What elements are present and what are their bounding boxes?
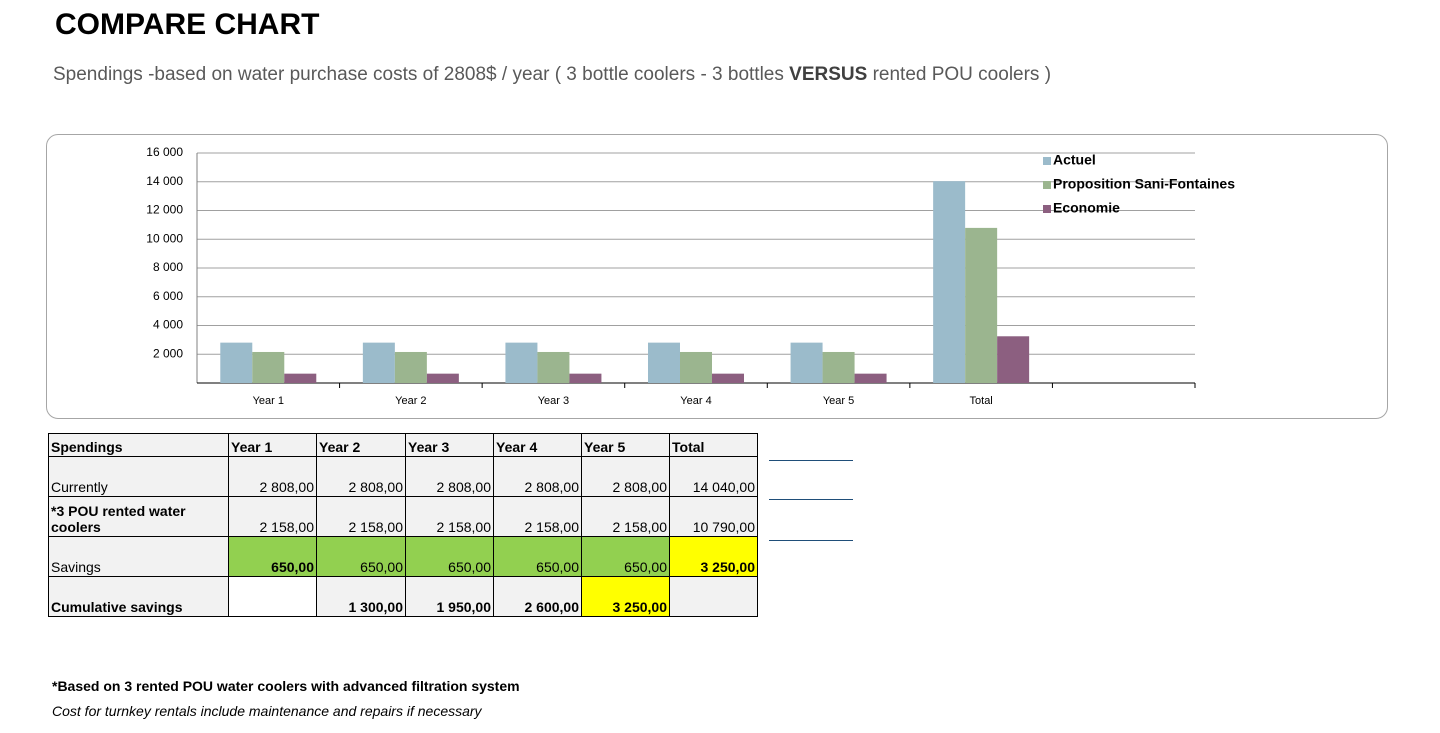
y-tick-label: 6 000 [153,289,183,303]
table-cell: 2 808,00 [228,456,317,497]
table-cell: *3 POU rented water coolers [48,496,229,537]
table-row: Savings 650,00 650,00 650,00 650,00 650,00 3 2… [48,536,758,577]
subtitle: Spendings -based on water purchase costs… [53,64,1051,86]
table-cell: Year 5 [581,433,670,457]
table-row: *3 POU rented water coolers 2 158,00 2 158… [48,496,758,537]
footnote: *Based on 3 rented POU water coolers wit… [52,678,520,694]
y-tick-label: 2 000 [153,346,183,360]
table-cell: 1 300,00 [316,576,406,617]
bar [822,351,855,383]
title: COMPARE CHART [55,8,320,41]
legend-swatch [1043,205,1051,213]
table-cell: 2 808,00 [581,456,670,497]
bar [997,336,1030,383]
bar [790,342,823,383]
subtitle-emphasis: VERSUS [789,64,868,85]
table-cell [669,576,758,617]
table-cell: 650,00 [493,536,582,577]
table-cell: 1 950,00 [405,576,494,617]
table-cell: Savings [48,536,229,577]
x-tick-label: Year 3 [538,395,569,407]
bar [362,342,395,383]
bar [680,351,712,383]
table-cell: 2 808,00 [405,456,494,497]
legend-swatch [1043,181,1051,189]
table-cell: 2 808,00 [316,456,406,497]
table-cell: Year 4 [493,433,582,457]
bar [854,373,887,383]
legend-label: Economie [1053,200,1120,216]
table-cell: 2 158,00 [316,496,406,537]
footnote: Cost for turnkey rentals include mainten… [52,703,482,719]
table-cell: Cumulative savings [48,576,229,617]
table-cell: 650,00 [581,536,670,577]
bar [933,181,966,383]
x-tick-label: Year 5 [823,395,854,407]
subtitle-text: Spendings -based on water purchase costs… [53,64,784,85]
bar [965,227,998,383]
table-row: Currently 2 808,00 2 808,00 2 808,00 2 808,0… [48,456,758,497]
table-cell: Currently [48,456,229,497]
y-tick-label: 12 000 [146,203,183,217]
table-cell: 650,00 [228,536,317,577]
table-cell: 2 600,00 [493,576,582,617]
table-cell [228,576,317,617]
divider [769,499,853,500]
bar [648,342,680,383]
subtitle-text: rented POU coolers ) [872,64,1052,85]
y-tick-label: 14 000 [146,174,183,188]
table-cell: 2 158,00 [228,496,317,537]
x-tick-label: Year 2 [395,395,426,407]
divider [769,540,853,541]
x-tick-label: Year 4 [680,395,711,407]
bar [220,342,253,383]
table-cell: 2 158,00 [493,496,582,537]
legend-label: Proposition Sani-Fontaines [1053,176,1235,192]
legend-swatch [1043,157,1051,165]
bar [284,373,317,383]
table-cell: 650,00 [316,536,406,577]
x-tick-label: Year 1 [253,395,284,407]
table-cell: 3 250,00 [581,576,670,617]
table-cell: 650,00 [405,536,494,577]
y-tick-label: 16 000 [146,145,183,159]
table-cell: Year 3 [405,433,494,457]
table-cell: 14 040,00 [669,456,758,497]
table-cell: 2 158,00 [405,496,494,537]
legend-label: Actuel [1053,152,1096,168]
bar [712,373,744,383]
chart-frame [46,134,1388,419]
table-cell: Year 1 [228,433,317,457]
table-cell: Year 2 [316,433,406,457]
bar [252,351,285,383]
table-cell: Total [669,433,758,457]
bar [394,351,427,383]
bar [426,373,459,383]
table-cell: 2 158,00 [581,496,670,537]
y-tick-label: 10 000 [146,231,183,245]
x-tick-label: Total [970,395,993,407]
table-cell: 3 250,00 [669,536,758,577]
y-tick-label: 4 000 [153,318,183,332]
table-cell: 10 790,00 [669,496,758,537]
divider [769,460,853,461]
table-cell: Spendings [48,433,229,457]
y-tick-label: 8 000 [153,260,183,274]
table-cell: 2 808,00 [493,456,582,497]
table-row: Cumulative savings 1 300,00 1 950,00 2 600,… [48,576,758,617]
bar [537,351,570,383]
bar [505,342,538,383]
bar [569,373,602,383]
